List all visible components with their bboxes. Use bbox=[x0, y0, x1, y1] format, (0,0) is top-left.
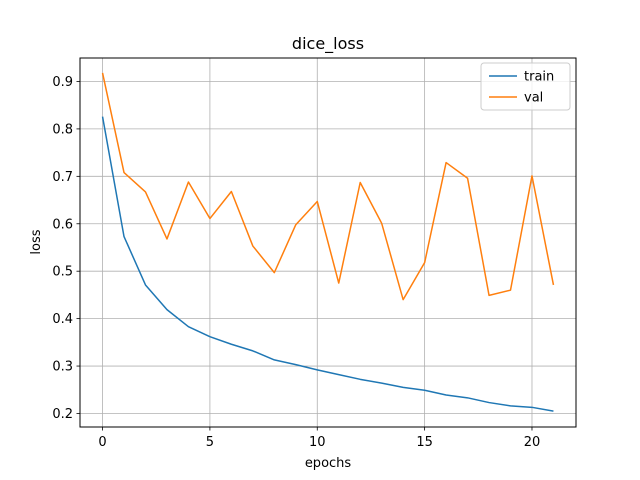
y-tick-label: 0.9 bbox=[52, 75, 73, 90]
y-tick-label: 0.5 bbox=[52, 265, 73, 280]
y-tick-label: 0.7 bbox=[52, 170, 73, 185]
x-tick-label: 5 bbox=[206, 435, 214, 450]
chart-title: dice_loss bbox=[292, 34, 364, 54]
y-axis-label: loss bbox=[29, 229, 44, 254]
plot-frame bbox=[79, 57, 577, 428]
series-group bbox=[101, 72, 555, 412]
x-axis: 0 5 10 15 20 bbox=[98, 427, 540, 450]
legend-label-val: val bbox=[524, 91, 543, 106]
y-tick-label: 0.2 bbox=[52, 407, 73, 422]
x-axis-label: epochs bbox=[305, 456, 352, 471]
x-tick-label: 10 bbox=[309, 435, 326, 450]
y-tick-label: 0.4 bbox=[52, 312, 73, 327]
y-axis: 0.2 0.3 0.4 0.5 0.6 0.7 0.8 0.9 bbox=[52, 75, 80, 422]
x-tick-label: 15 bbox=[416, 435, 433, 450]
legend: train val bbox=[480, 62, 571, 111]
legend-box bbox=[480, 62, 571, 111]
x-tick-label: 0 bbox=[98, 435, 106, 450]
x-tick-label: 20 bbox=[524, 435, 541, 450]
y-tick-label: 0.6 bbox=[52, 217, 73, 232]
series-line-train bbox=[101, 116, 554, 412]
y-tick-label: 0.8 bbox=[52, 122, 73, 137]
series-line-val bbox=[101, 72, 555, 301]
y-tick-label: 0.3 bbox=[52, 360, 73, 375]
legend-label-train: train bbox=[524, 70, 554, 85]
